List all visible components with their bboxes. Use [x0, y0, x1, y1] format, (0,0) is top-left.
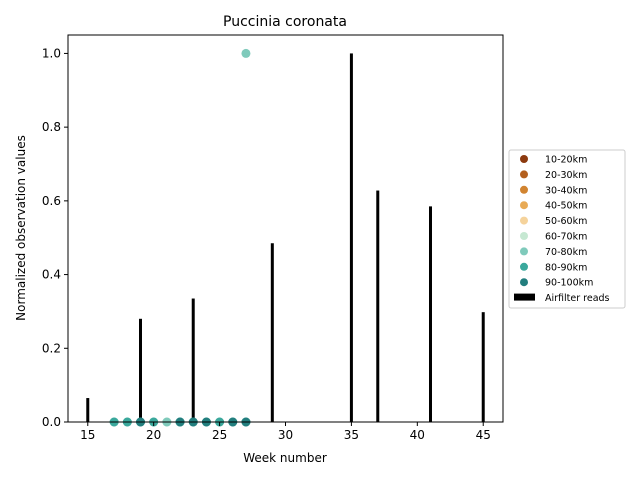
legend-label-airfilter: Airfilter reads	[545, 293, 610, 304]
legend-marker-90-100km	[520, 278, 528, 287]
chart-title: Puccinia coronata	[223, 14, 347, 30]
legend-marker-60-70km	[520, 232, 528, 240]
legend-label-20-30km: 20-30km	[545, 170, 587, 181]
y-axis-label: Normalized observation values	[14, 135, 28, 321]
legend-label-90-100km: 90-100km	[545, 278, 593, 289]
legend: 10-20km 20-30km 30-40km 40-50km 50-60km 60-70…	[508, 149, 626, 309]
legend-marker-20-30km	[520, 170, 528, 179]
x-tick-label: 45	[476, 428, 491, 442]
y-tick-label: 0.6	[42, 194, 61, 208]
legend-marker-airfilter	[514, 293, 535, 301]
airfilter-bar	[349, 53, 353, 423]
bars-layer	[86, 53, 485, 423]
y-tick-label: 0.4	[42, 268, 61, 282]
scatter-point-70-80km	[241, 48, 251, 58]
airfilter-bar	[86, 398, 90, 422]
airfilter-bar	[481, 312, 485, 422]
legend-items: 10-20km 20-30km 30-40km 40-50km 50-60km 60-70…	[514, 155, 610, 304]
legend-label-10-20km: 10-20km	[545, 155, 587, 166]
legend-marker-50-60km	[520, 216, 528, 225]
x-tick-label: 20	[146, 428, 161, 442]
x-axis-label: Week number	[243, 451, 327, 465]
legend-label-60-70km: 60-70km	[545, 232, 587, 243]
airfilter-bar	[429, 206, 432, 422]
y-tick-label: 0.0	[42, 415, 61, 429]
y-tick-label: 0.2	[42, 341, 61, 355]
legend-label-30-40km: 30-40km	[545, 185, 587, 196]
legend-marker-30-40km	[520, 185, 528, 194]
y-axis: 0.0 0.2 0.4 0.6 0.8 1.0	[42, 46, 68, 429]
legend-marker-40-50km	[520, 201, 528, 210]
airfilter-bar	[270, 243, 274, 422]
legend-label-40-50km: 40-50km	[545, 201, 587, 212]
airfilter-bar	[139, 318, 142, 422]
legend-label-50-60km: 50-60km	[545, 216, 587, 227]
x-tick-label: 40	[410, 428, 425, 442]
airfilter-bar	[376, 190, 380, 422]
legend-frame	[508, 149, 626, 309]
airfilter-bar	[191, 298, 195, 422]
y-tick-label: 1.0	[42, 46, 61, 60]
legend-marker-10-20km	[520, 155, 528, 163]
x-tick-label: 35	[344, 428, 359, 442]
x-tick-label: 15	[80, 428, 95, 442]
y-tick-label: 0.8	[42, 120, 61, 134]
legend-marker-80-90km	[520, 262, 528, 271]
legend-label-70-80km: 70-80km	[545, 247, 587, 258]
plot-background	[68, 35, 503, 422]
x-tick-label: 25	[212, 428, 227, 442]
legend-label-80-90km: 80-90km	[545, 262, 587, 273]
x-axis: 15 20 25 30 35 40 45	[80, 422, 491, 442]
legend-marker-70-80km	[520, 247, 528, 256]
x-tick-label: 30	[278, 428, 293, 442]
